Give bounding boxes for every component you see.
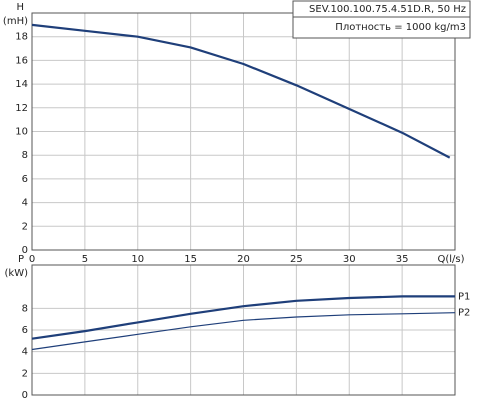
- y-tick-label: 18: [15, 32, 28, 43]
- y-tick-label: 6: [22, 325, 28, 336]
- x-tick-label: 25: [290, 254, 303, 265]
- x-axis-label: Q(l/s): [437, 254, 464, 265]
- y-tick-label: 2: [22, 221, 28, 232]
- y-axis-unit: (kW): [5, 268, 29, 279]
- x-tick-label: 10: [131, 254, 144, 265]
- plot-frame: [31, 12, 456, 251]
- y-tick-label: 16: [15, 55, 28, 66]
- series-label: P2: [458, 308, 470, 319]
- curve: [31, 312, 456, 351]
- y-tick-label: 8: [22, 150, 28, 161]
- x-tick-label: 35: [396, 254, 409, 265]
- y-tick-label: 0: [22, 390, 28, 400]
- y-axis-label: P: [18, 254, 24, 265]
- plot-frame: [31, 264, 456, 396]
- y-tick-label: 12: [15, 103, 28, 114]
- y-tick-label: 4: [22, 198, 28, 209]
- y-axis-label: H: [16, 2, 24, 13]
- y-tick-label: 8: [22, 303, 28, 314]
- y-tick-label: 6: [22, 174, 28, 185]
- curve: [31, 23, 451, 159]
- info-box: [292, 0, 471, 39]
- y-tick-label: 10: [15, 127, 28, 138]
- y-tick-label: 0: [22, 245, 28, 256]
- curve: [31, 295, 455, 340]
- y-tick-label: 14: [15, 79, 28, 90]
- x-tick-label: 15: [184, 254, 197, 265]
- y-axis-unit: (mH): [3, 16, 28, 27]
- info-title: SEV.100.100.75.4.51D.R, 50 Hz: [309, 4, 466, 15]
- y-tick-label: 2: [22, 368, 28, 379]
- series-label: P1: [458, 291, 470, 302]
- info-subtitle: Плотность = 1000 kg/m3: [335, 22, 466, 33]
- x-tick-label: 0: [29, 254, 35, 265]
- x-tick-label: 20: [237, 254, 250, 265]
- x-tick-label: 30: [343, 254, 356, 265]
- x-tick-label: 5: [82, 254, 88, 265]
- y-tick-label: 4: [22, 347, 28, 358]
